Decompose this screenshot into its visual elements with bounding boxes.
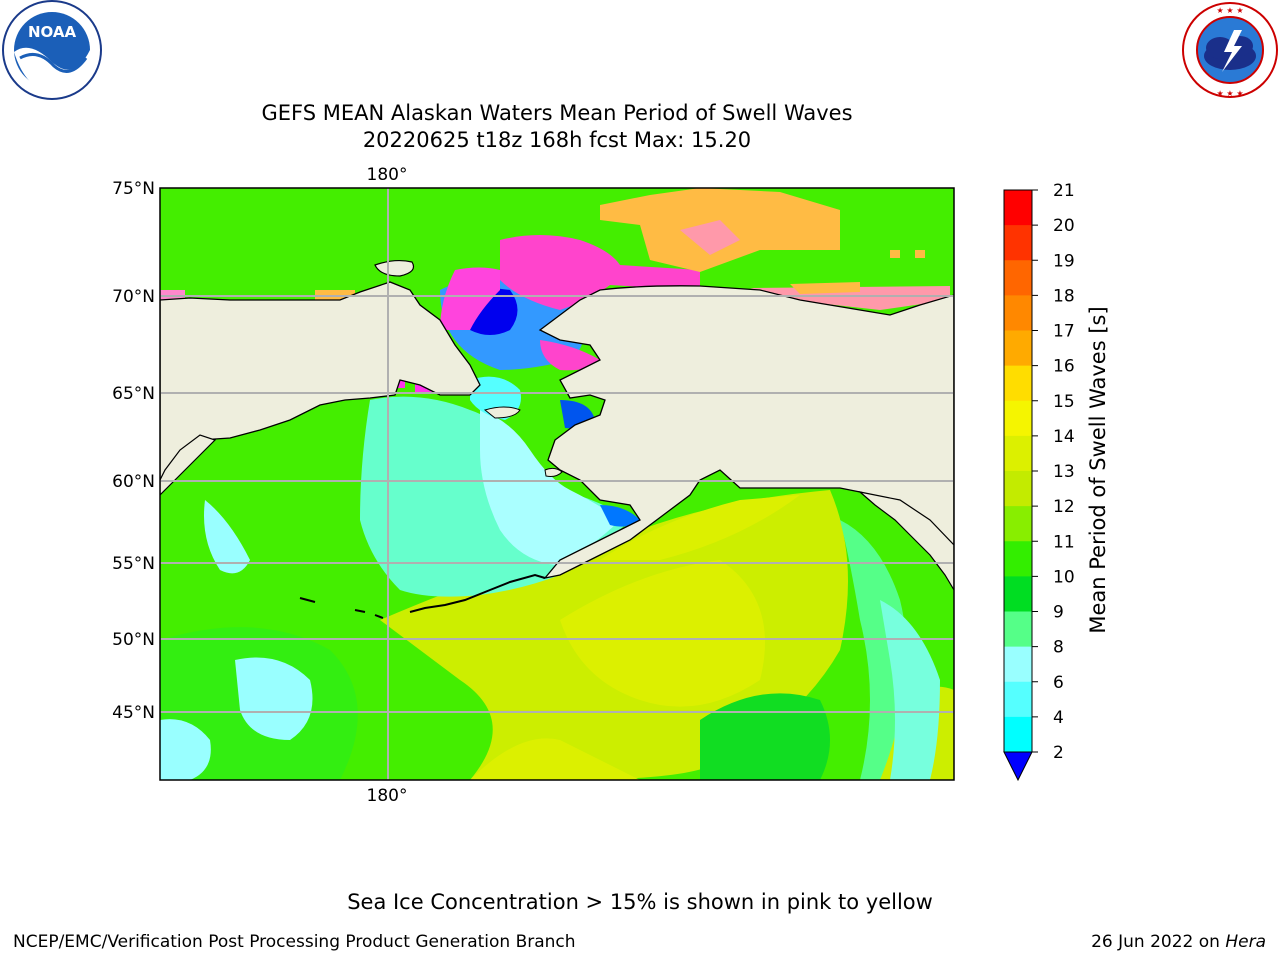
colorbar-label: Mean Period of Swell Waves [s] [1086, 306, 1110, 633]
svg-text:★ ★ ★: ★ ★ ★ [1216, 6, 1243, 15]
lat-label-65: 65°N [112, 384, 155, 404]
latitude-labels: 75°N 70°N 65°N 60°N 55°N 50°N 45°N [112, 179, 155, 723]
colorbar-segment [1004, 295, 1032, 331]
colorbar-tick-label: 8 [1053, 638, 1064, 658]
colorbar-segment [1004, 611, 1032, 648]
meridian-label-top: 180° [367, 165, 408, 185]
colorbar-segment [1004, 716, 1032, 753]
colorbar-segment [1004, 190, 1032, 226]
svg-text:★ ★ ★: ★ ★ ★ [1216, 89, 1243, 98]
colorbar-tick-label: 15 [1053, 392, 1075, 412]
colorbar-tick-label: 2 [1053, 743, 1064, 763]
meridian-label-bottom: 180° [367, 786, 408, 806]
lat-label-70: 70°N [112, 287, 155, 307]
colorbar: 21 20 19 18 17 16 15 14 13 12 11 10 9 8 6 4 2 [1003, 181, 1075, 782]
map-title: GEFS MEAN Alaskan Waters Mean Period of … [261, 101, 853, 125]
colorbar-segment [1004, 400, 1032, 437]
colorbar-tick-label: 17 [1053, 322, 1075, 342]
colorbar-segment [1004, 646, 1032, 683]
colorbar-tick-label: 18 [1053, 286, 1075, 306]
lat-label-60: 60°N [112, 472, 155, 492]
colorbar-segment [1004, 330, 1032, 367]
lat-label-75: 75°N [112, 179, 155, 199]
colorbar-tick-label: 10 [1053, 567, 1075, 587]
colorbar-segment [1004, 506, 1032, 542]
colorbar-tick-label: 19 [1053, 251, 1075, 271]
lat-label-55: 55°N [112, 554, 155, 574]
map-subtitle: 20220625 t18z 168h fcst Max: 15.20 [362, 128, 752, 152]
colorbar-tick-label: 21 [1053, 181, 1075, 201]
colorbar-segment [1004, 260, 1032, 296]
colorbar-segment [1004, 681, 1032, 718]
footer-date: 26 Jun 2022 on Hera [1091, 932, 1266, 952]
colorbar-extend-arrow [1003, 751, 1033, 782]
colorbar-tick-label: 14 [1053, 427, 1075, 447]
colorbar-tick-label: 12 [1053, 497, 1075, 517]
colorbar-tick-label: 20 [1053, 216, 1075, 236]
colorbar-tick-label: 9 [1053, 603, 1064, 623]
lat-label-45: 45°N [112, 703, 155, 723]
footer-date-text: 26 Jun 2022 on [1091, 932, 1226, 952]
colorbar-tick-label: 6 [1053, 673, 1064, 693]
footer-credit: NCEP/EMC/Verification Post Processing Pr… [13, 932, 576, 952]
colorbar-tick-label: 4 [1053, 708, 1064, 728]
colorbar-segment [1004, 471, 1032, 507]
footer-machine: Hera [1225, 932, 1266, 952]
grid-lines [160, 188, 954, 780]
nws-logo: ★ ★ ★ ★ ★ ★ [1182, 2, 1278, 98]
colorbar-tick-label: 16 [1053, 357, 1075, 377]
colorbar-segment [1004, 541, 1032, 577]
colorbar-tick-label: 13 [1053, 462, 1075, 482]
map-frame [159, 187, 955, 781]
ice-note: Sea Ice Concentration > 15% is shown in … [347, 890, 933, 914]
colorbar-segment [1004, 435, 1032, 472]
map-field [160, 188, 954, 780]
noaa-logo-text: NOAA [28, 23, 77, 41]
lat-label-50: 50°N [112, 630, 155, 650]
colorbar-segment [1004, 576, 1032, 612]
colorbar-segment [1004, 225, 1032, 261]
noaa-logo: NOAA [2, 0, 102, 100]
colorbar-tick-label: 11 [1053, 532, 1075, 552]
colorbar-segment [1004, 365, 1032, 402]
